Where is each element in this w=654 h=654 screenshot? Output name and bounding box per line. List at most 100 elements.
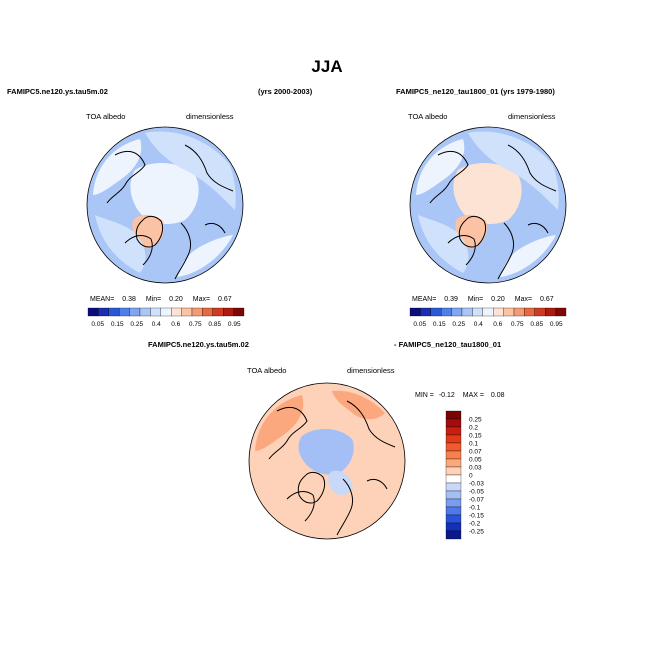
colorbar-swatch bbox=[160, 307, 172, 317]
colorbar-swatch bbox=[445, 506, 462, 516]
colorbar-tick-label: 0.03 bbox=[469, 465, 482, 472]
colorbar-tick-label: 0.07 bbox=[469, 449, 482, 456]
diff-variable: TOA albedo bbox=[247, 366, 287, 375]
panel2-max-label: Max= bbox=[514, 296, 533, 303]
coastline-1 bbox=[184, 144, 234, 192]
colorbar-tick-label: -0.25 bbox=[469, 529, 484, 536]
region-north-atlantic bbox=[339, 491, 395, 533]
colorbar-swatch bbox=[420, 307, 431, 317]
region-eurasia bbox=[468, 131, 559, 210]
colorbar-tick-label: 0.15 bbox=[111, 321, 124, 328]
colorbar-swatch bbox=[461, 307, 473, 317]
diff-min-value: -0.12 bbox=[438, 392, 455, 399]
colorbar-swatch bbox=[409, 307, 421, 317]
colorbar-swatch bbox=[545, 307, 556, 317]
colorbar-swatch bbox=[445, 530, 462, 540]
region-north-pacific bbox=[255, 395, 304, 451]
coastline-3 bbox=[497, 222, 515, 280]
panel2-min-label: Min= bbox=[467, 296, 484, 303]
colorbar-swatch bbox=[472, 307, 483, 317]
colorbar-swatch bbox=[202, 307, 213, 317]
colorbar-swatch bbox=[223, 307, 234, 317]
diff-case-b: - FAMIPC5_ne120_tau1800_01 bbox=[394, 340, 502, 349]
coastline-2 bbox=[447, 235, 476, 266]
colorbar-swatch bbox=[445, 498, 462, 508]
colorbar-swatch bbox=[233, 307, 245, 317]
colorbar-tick-label: -0.2 bbox=[469, 521, 481, 528]
colorbar-swatch bbox=[445, 418, 462, 428]
colorbar-swatch bbox=[119, 307, 130, 317]
colorbar-swatch bbox=[129, 307, 141, 317]
region-north-america bbox=[418, 215, 469, 273]
colorbar-tick-label: 0.95 bbox=[228, 321, 241, 328]
panel1-polar-map bbox=[86, 126, 244, 284]
diff-max-label: MAX = bbox=[462, 392, 484, 399]
colorbar-tick-label: 0.05 bbox=[469, 457, 482, 464]
region-north-pacific bbox=[93, 139, 142, 195]
colorbar-swatch bbox=[191, 307, 203, 317]
coastline-0 bbox=[106, 150, 146, 204]
coastline-4 bbox=[366, 478, 388, 490]
colorbar-tick-label: 0.4 bbox=[152, 321, 161, 328]
main-title: JJA bbox=[311, 57, 343, 76]
colorbar-tick-label: 0.05 bbox=[413, 321, 426, 328]
coastline-1 bbox=[346, 400, 396, 448]
colorbar-swatch bbox=[212, 307, 224, 317]
panel1-units: dimensionless bbox=[186, 112, 234, 121]
colorbar-swatch bbox=[445, 442, 462, 452]
colorbar-swatch bbox=[445, 522, 462, 532]
colorbar-swatch bbox=[98, 307, 109, 317]
colorbar-swatch bbox=[445, 410, 462, 420]
colorbar-tick-label: 0.25 bbox=[130, 321, 143, 328]
region-north-atlantic bbox=[500, 235, 556, 277]
colorbar-swatch bbox=[503, 307, 515, 317]
coastline-2 bbox=[286, 491, 315, 522]
panel1-mean-label: MEAN= bbox=[90, 296, 115, 303]
colorbar-swatch bbox=[445, 474, 462, 484]
coastline-3 bbox=[174, 222, 192, 280]
diff-polar-map bbox=[248, 382, 406, 540]
panel1-min-label: Min= bbox=[145, 296, 162, 303]
panel1-colorbar: 0.05 0.15 0.25 0.4 0.6 0.75 0.85 0.95 bbox=[87, 307, 245, 328]
colorbar-tick-label: 0.2 bbox=[469, 425, 478, 432]
colorbar-swatch bbox=[108, 307, 120, 317]
colorbar-swatch bbox=[445, 466, 462, 476]
colorbar-tick-label: 0.85 bbox=[530, 321, 543, 328]
diff-units: dimensionless bbox=[347, 366, 395, 375]
panel2-max-value: 0.67 bbox=[540, 296, 554, 303]
colorbar-tick-label: 0.15 bbox=[433, 321, 446, 328]
colorbar-swatch bbox=[555, 307, 567, 317]
colorbar-swatch bbox=[87, 307, 99, 317]
colorbar-swatch bbox=[513, 307, 525, 317]
panel1-max-value: 0.67 bbox=[218, 296, 232, 303]
region-arctic-ocean bbox=[453, 163, 522, 225]
panel1-min-value: 0.20 bbox=[169, 296, 183, 303]
colorbar-swatch bbox=[445, 426, 462, 436]
region-north-america bbox=[95, 215, 146, 273]
colorbar-tick-label: 0.05 bbox=[91, 321, 104, 328]
colorbar-swatch bbox=[451, 307, 463, 317]
colorbar-tick-label: 0.4 bbox=[474, 321, 483, 328]
colorbar-tick-label: 0.75 bbox=[189, 321, 202, 328]
region-north-atlantic bbox=[177, 235, 233, 277]
panel2-polar-map bbox=[409, 126, 567, 284]
colorbar-tick-label: -0.05 bbox=[469, 489, 484, 496]
coastline-0 bbox=[429, 150, 469, 204]
colorbar-tick-label: 0.15 bbox=[469, 433, 482, 440]
colorbar-swatch bbox=[171, 307, 182, 317]
map-outline bbox=[248, 382, 406, 540]
coastline-2 bbox=[124, 235, 153, 266]
colorbar-swatch bbox=[150, 307, 161, 317]
region-arctic-ocean bbox=[130, 163, 199, 225]
diff-max-value: 0.08 bbox=[490, 392, 505, 399]
panel2-min-value: 0.20 bbox=[491, 296, 505, 303]
map-outline bbox=[409, 126, 567, 284]
coastline-1 bbox=[507, 144, 557, 192]
panel1-years: (yrs 2000-2003) bbox=[258, 87, 313, 96]
coastline-5 bbox=[135, 215, 164, 248]
colorbar-tick-label: 0.85 bbox=[208, 321, 221, 328]
colorbar-tick-label: 0.25 bbox=[469, 417, 482, 424]
region-central-arctic bbox=[298, 428, 354, 475]
panel2-units: dimensionless bbox=[508, 112, 556, 121]
coastline-4 bbox=[527, 222, 549, 234]
